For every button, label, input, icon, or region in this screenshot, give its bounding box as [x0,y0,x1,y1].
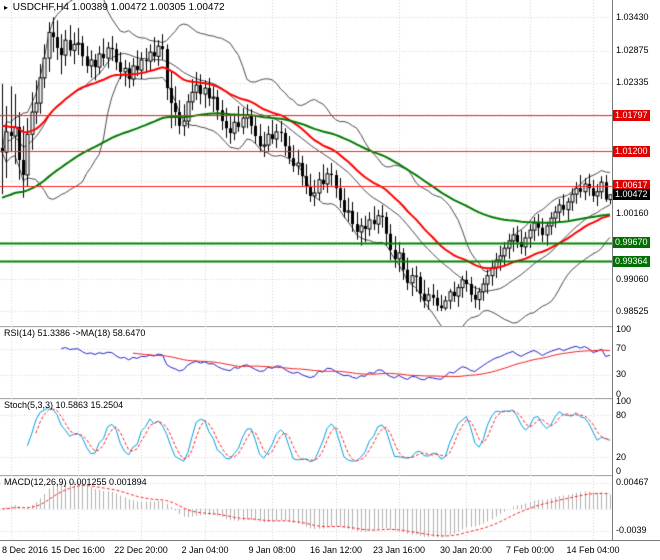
x-axis-label: 30 Jan 20:00 [439,545,493,555]
chart-title: ▸ USDCHF,H4 1.00389 1.00472 1.00305 1.00… [4,2,225,13]
y-axis-label: 1.02335 [616,77,649,87]
y-axis-label: 0.98525 [616,306,649,316]
stochastic-indicator-label: Stoch(5,3,3) 10.5863 15.2504 [4,400,124,410]
rsi-panel-canvas[interactable] [0,326,612,398]
price-tag: 1.01200 [613,146,650,157]
x-axis-label: 23 Jan 16:00 [372,545,426,555]
price-chart-canvas[interactable] [0,0,612,326]
chart-ohlc-text: USDCHF,H4 1.00389 1.00472 1.00305 1.0047… [12,2,225,13]
x-axis-label: 9 Jan 08:00 [248,545,296,555]
price-tag: 1.01797 [613,110,650,121]
x-axis-label: 7 Feb 00:00 [505,545,555,555]
y-axis-label: 0 [616,389,622,399]
y-axis-label: 0 [616,466,622,476]
y-axis-label: 100 [616,396,632,406]
y-axis-label: 100 [616,324,632,334]
y-axis-label: 1.02875 [616,45,649,55]
price-tag: 1.00472 [613,189,650,200]
y-axis-label: -0.0039 [616,525,647,535]
price-axis[interactable]: 1.03430 1.02875 1.02335 1.00160 0.99060 0.985… [612,0,660,540]
macd-panel-canvas[interactable] [0,475,612,540]
chart-marker-icon: ▸ [4,3,9,12]
y-axis-label: 30 [616,369,627,379]
y-axis-label: 0.00467 [616,477,649,487]
y-axis-label: 70 [616,343,627,353]
y-axis-label: 20 [616,452,627,462]
price-tag: 1.00617 [613,180,650,191]
y-axis-label: 1.00160 [616,208,649,218]
y-axis-label: 0.99060 [616,274,649,284]
x-axis-label: 15 Dec 16:00 [51,545,105,555]
x-axis-label: 8 Dec 2016 [2,545,49,555]
x-axis-label: 16 Jan 12:00 [309,545,363,555]
rsi-indicator-label: RSI(14) 51.3386 ->MA(18) 58.6470 [4,328,146,338]
x-axis-label: 22 Dec 20:00 [114,545,168,555]
y-axis-label: 1.03430 [616,12,649,22]
time-axis[interactable]: 8 Dec 2016 15 Dec 16:00 22 Dec 20:00 2 Jan … [0,540,660,560]
macd-indicator-label: MACD(12,26,9) 0.001255 0.001894 [4,477,147,487]
price-tag: 0.99364 [613,256,650,267]
y-axis-label: 80 [616,410,627,420]
price-tag: 0.99670 [613,237,650,248]
x-axis-label: 2 Jan 04:00 [181,545,229,555]
stochastic-panel-canvas[interactable] [0,398,612,475]
x-axis-label: 14 Feb 04:00 [566,545,620,555]
